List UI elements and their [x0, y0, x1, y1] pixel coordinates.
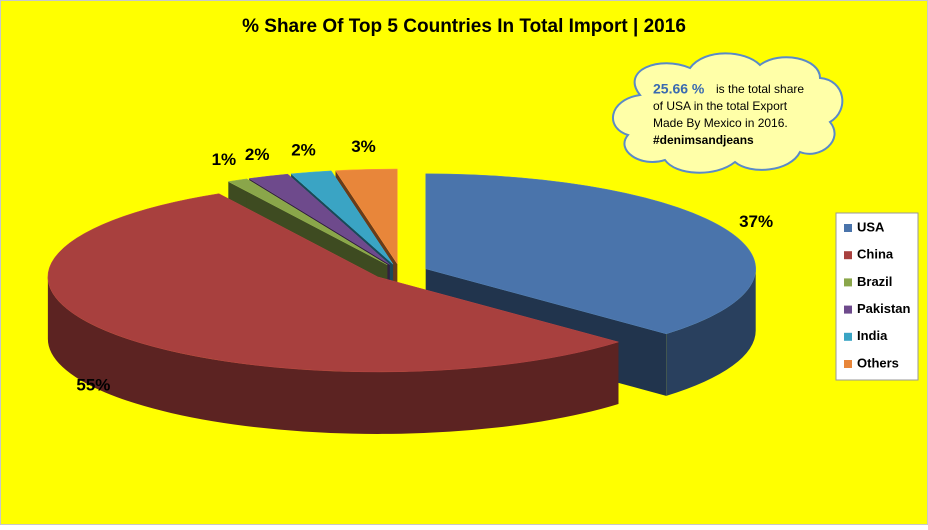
data-label: 3%	[351, 137, 376, 156]
legend-label: Brazil	[857, 274, 892, 289]
legend-swatch	[844, 278, 852, 287]
callout-text: Made By Mexico in 2016.	[653, 116, 788, 130]
data-label: 2%	[291, 140, 316, 159]
slice-top	[47, 193, 620, 373]
callout-text: #denimsandjeans	[653, 133, 754, 147]
legend-label: India	[857, 328, 888, 343]
chart-title: % Share Of Top 5 Countries In Total Impo…	[242, 16, 686, 37]
callout-text: is the total share	[716, 82, 804, 96]
legend	[835, 212, 919, 381]
slice-side	[666, 268, 756, 396]
slice	[47, 193, 620, 434]
slice-side	[47, 276, 619, 434]
callout	[612, 52, 844, 174]
slice-top	[335, 168, 398, 265]
data-label: 1%	[212, 150, 237, 169]
callout-highlight: 25.66 %	[653, 81, 705, 97]
legend-label: China	[857, 247, 894, 262]
slice-top	[227, 178, 388, 266]
slice-top	[290, 170, 394, 265]
legend-swatch	[844, 360, 852, 368]
legend-label: USA	[857, 219, 885, 234]
legend-swatch	[844, 332, 852, 341]
slice-top	[425, 173, 756, 335]
legend-swatch	[844, 224, 852, 232]
callout-text: of USA in the total Export	[653, 99, 788, 113]
legend-label: Others	[857, 355, 899, 370]
legend-swatch	[844, 305, 852, 314]
slice-top	[248, 173, 390, 265]
data-label: 37%	[739, 212, 773, 231]
data-label: 2%	[245, 145, 270, 164]
legend-label: Pakistan	[857, 301, 911, 316]
legend-swatch	[844, 251, 852, 260]
data-label: 55%	[76, 375, 110, 394]
